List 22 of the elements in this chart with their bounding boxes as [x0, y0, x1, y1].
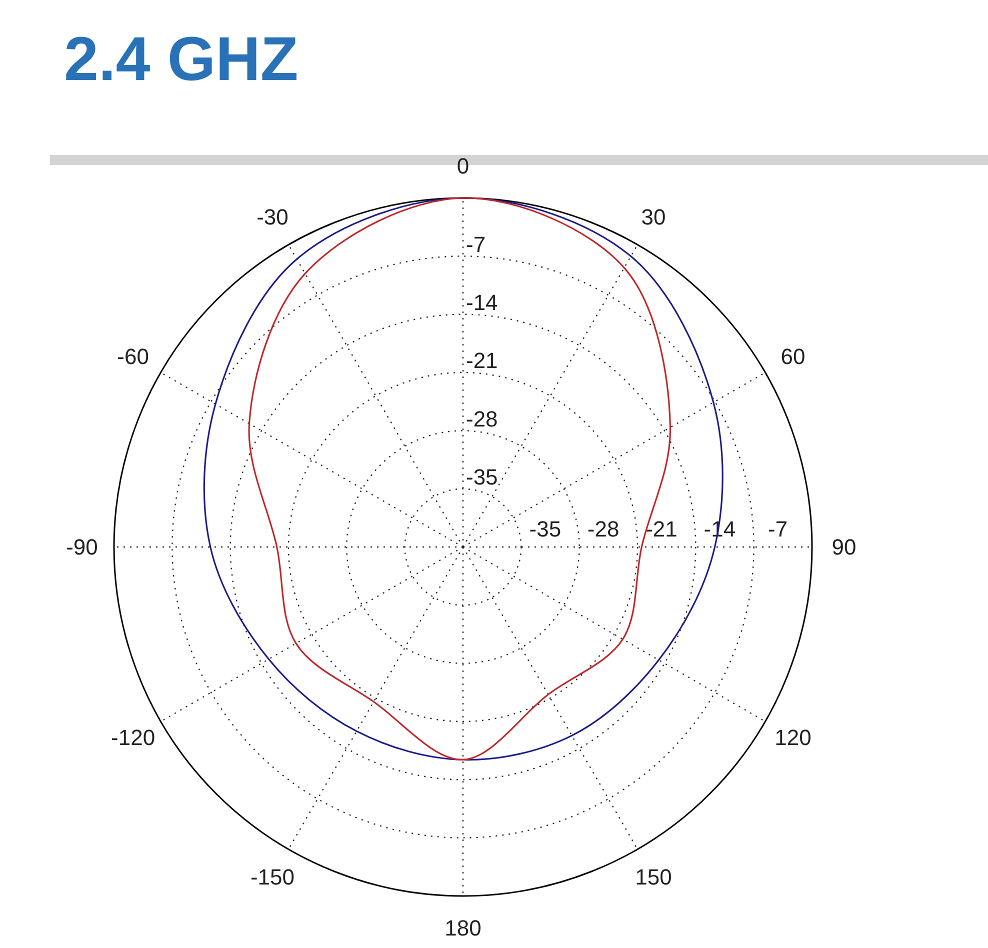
- spoke-label: 60: [780, 344, 806, 370]
- spoke-label: 180: [444, 916, 482, 941]
- text: -21: [646, 516, 678, 542]
- spoke-label: 150: [635, 864, 672, 890]
- y-tick-label: -35: [466, 464, 498, 490]
- y-tick-label: -14: [466, 290, 498, 316]
- spoke-label: 0: [456, 154, 470, 179]
- spoke-label: 120: [774, 725, 812, 750]
- y-tick-label: -7: [466, 232, 486, 257]
- spoke-label: 90: [832, 534, 856, 560]
- spoke-label: -90: [66, 534, 98, 560]
- spoke-label: -30: [256, 204, 288, 230]
- text: -35: [529, 516, 562, 542]
- spoke-label: -120: [111, 725, 156, 750]
- text: -7: [768, 516, 788, 542]
- spoke-label: 30: [641, 204, 666, 230]
- y-tick-label: -28: [466, 406, 498, 432]
- spoke-label: -150: [250, 864, 295, 890]
- chart-title: 2.4 GHZ: [64, 25, 298, 94]
- spoke-label: -60: [117, 344, 149, 370]
- text: -28: [587, 516, 620, 542]
- y-tick-label: -21: [466, 348, 498, 374]
